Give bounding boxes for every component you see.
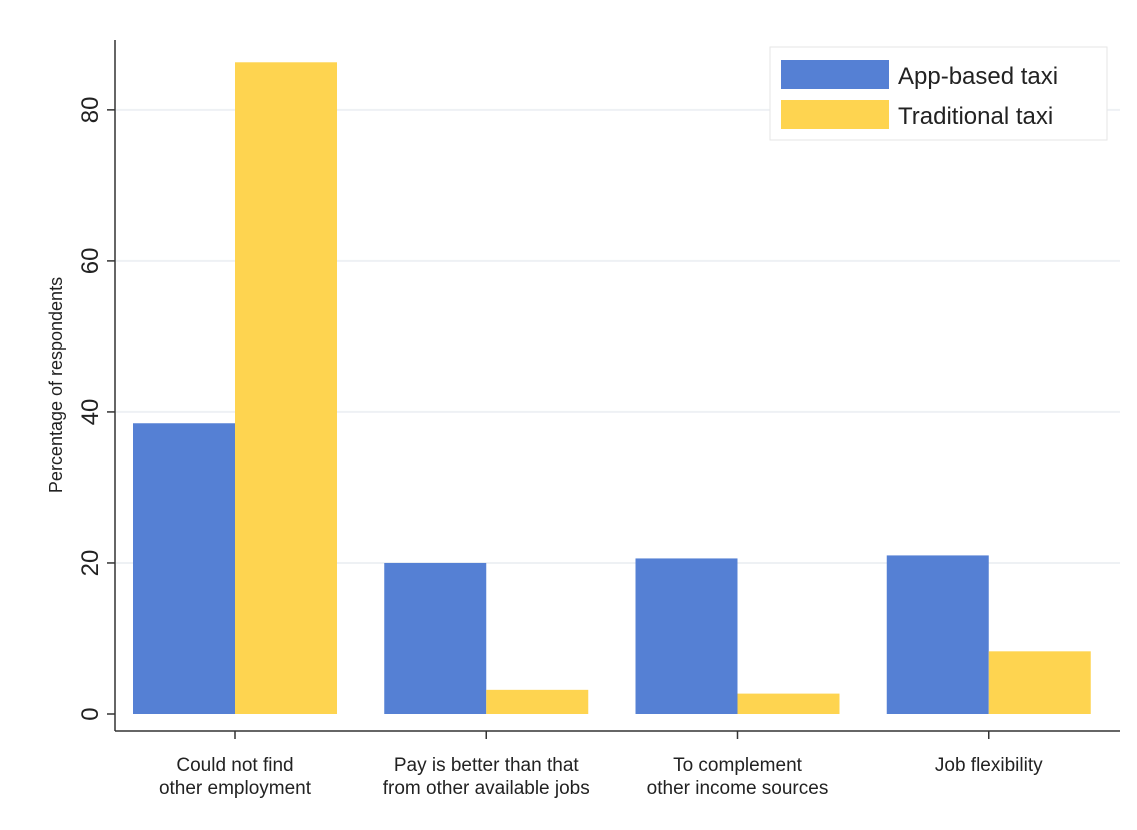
x-category-label: Could not find (176, 755, 293, 776)
x-category-label: Job flexibility (935, 755, 1043, 776)
bar-app-based-3 (886, 555, 989, 714)
bars (133, 62, 1091, 715)
y-tick-label: 20 (77, 550, 104, 577)
legend-label-app-based: App-based taxi (898, 63, 1058, 90)
y-axis-title: Percentage of respondents (46, 277, 66, 493)
x-category-label: To complement (673, 755, 803, 776)
bar-traditional-1 (486, 689, 589, 714)
axes (114, 40, 1120, 732)
x-category-label: Pay is better than that (394, 755, 580, 776)
bar-app-based-2 (635, 558, 738, 714)
bar-traditional-3 (988, 651, 1091, 714)
y-tick-label: 80 (77, 97, 104, 124)
x-category-label: other income sources (647, 778, 829, 799)
y-tick-label: 60 (77, 248, 104, 275)
bar-traditional-2 (737, 693, 840, 714)
x-category-label: other employment (159, 778, 312, 799)
y-tick-label: 40 (77, 399, 104, 426)
x-category-label: from other available jobs (383, 778, 590, 799)
y-tick-label: 0 (77, 707, 104, 720)
bar-app-based-1 (384, 562, 487, 714)
bar-app-based-0 (133, 423, 235, 714)
bar-traditional-0 (235, 62, 337, 715)
legend: App-based taxi Traditional taxi (769, 46, 1108, 141)
y-ticks: 0 20 40 60 80 (77, 97, 115, 721)
legend-label-traditional: Traditional taxi (898, 103, 1053, 130)
legend-swatch-app-based (781, 60, 889, 89)
legend-swatch-traditional (781, 100, 889, 129)
